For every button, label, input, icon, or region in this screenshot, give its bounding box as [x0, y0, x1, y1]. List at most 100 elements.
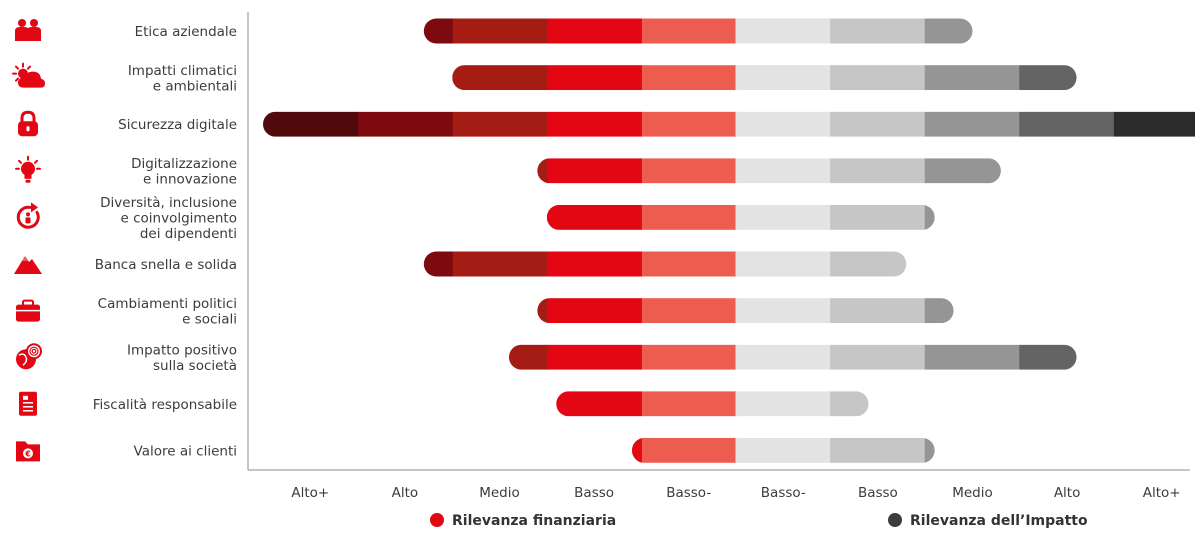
bar-segment-impact	[830, 65, 926, 91]
bar-segment-impact	[924, 65, 1020, 91]
bar-segment-impact	[735, 111, 831, 137]
legend-item: Rilevanza finanziaria	[430, 513, 616, 529]
people-icon	[15, 19, 41, 41]
bar-segment-impact	[735, 65, 831, 91]
bar-segment-impact	[1019, 65, 1077, 91]
category-labels: Etica aziendale Impatti climatici e ambien…	[93, 24, 237, 459]
briefcase-icon	[16, 299, 40, 322]
axes-layer	[247, 12, 1190, 471]
bar-segment-impact	[735, 158, 831, 184]
bar-segment-financial	[641, 298, 737, 324]
bar-segment-impact	[830, 251, 907, 277]
bar-segment-financial	[641, 111, 737, 137]
bar-segment-financial	[452, 111, 548, 137]
bar-segment-impact	[735, 437, 831, 463]
sun-cloud-icon	[12, 62, 45, 88]
bar-segment-financial	[641, 251, 737, 277]
bar-segment-impact	[924, 18, 973, 44]
bars-layer	[263, 18, 1195, 463]
bar-segment-impact	[830, 391, 869, 417]
x-tick-label: Medio	[479, 485, 520, 501]
x-axis-tick-labels: Alto+ Alto Medio Basso Basso- Basso- Basso Medi…	[291, 485, 1180, 501]
bar-row	[546, 204, 935, 230]
bar-segment-impact	[735, 344, 831, 370]
bar-segment-impact	[1113, 111, 1195, 137]
bar-segment-financial	[631, 437, 642, 463]
bar-segment-impact	[735, 18, 831, 44]
category-label: Banca snella e solida	[95, 257, 237, 273]
bar-segment-impact	[1019, 111, 1115, 137]
bar-segment-financial	[452, 251, 548, 277]
bar-segment-impact	[735, 204, 831, 230]
bar-segment-financial	[556, 391, 642, 417]
x-tick-label: Alto	[392, 485, 419, 501]
bar-segment-impact	[830, 344, 926, 370]
legend-label: Rilevanza finanziaria	[452, 513, 616, 529]
bar-row	[556, 391, 869, 417]
bar-segment-financial	[263, 111, 359, 137]
bar-segment-impact	[830, 204, 926, 230]
category-label: Impatto positivo sulla società	[127, 342, 237, 374]
x-tick-label: Alto	[1054, 485, 1081, 501]
bar-segment-financial	[641, 18, 737, 44]
bar-segment-financial	[537, 298, 548, 324]
category-label: Fiscalità responsabile	[93, 397, 237, 413]
bar-row	[263, 111, 1195, 137]
legend-item: Rilevanza dell’Impatto	[888, 513, 1088, 529]
bar-segment-impact	[830, 158, 926, 184]
lock-icon	[18, 110, 38, 137]
x-tick-label: Basso	[574, 485, 614, 501]
mountain-icon	[14, 256, 42, 274]
legend-marker	[888, 513, 902, 527]
category-label: Digitalizzazione e innovazione	[131, 156, 237, 188]
bar-segment-financial	[546, 344, 642, 370]
bar-segment-financial	[546, 158, 642, 184]
document-icon	[19, 391, 37, 416]
euro-folder-icon: €	[16, 441, 40, 462]
bar-segment-financial	[546, 298, 642, 324]
category-label: Impatti climatici e ambientali	[128, 63, 237, 95]
globe-fingerprint-icon	[16, 343, 42, 370]
bar-segment-impact	[830, 111, 926, 137]
bar-segment-financial	[452, 65, 548, 91]
bar-segment-financial	[546, 18, 642, 44]
bar-row	[537, 298, 954, 324]
x-tick-label: Medio	[952, 485, 993, 501]
bar-segment-financial	[641, 204, 737, 230]
bar-segment-financial	[546, 251, 642, 277]
bar-segment-financial	[423, 251, 453, 277]
bar-segment-impact	[924, 111, 1020, 137]
bar-segment-financial	[357, 111, 453, 137]
lightbulb-icon	[15, 155, 41, 183]
bar-segment-financial	[546, 204, 642, 230]
bar-segment-impact	[924, 437, 935, 463]
bar-segment-financial	[452, 18, 548, 44]
legend-marker	[430, 513, 444, 527]
bar-row	[508, 344, 1077, 370]
category-label: Etica aziendale	[135, 24, 237, 40]
legend-label: Rilevanza dell’Impatto	[910, 513, 1088, 529]
bar-segment-impact	[830, 298, 926, 324]
bar-segment-financial	[641, 158, 737, 184]
bar-segment-financial	[508, 344, 548, 370]
x-tick-label: Alto+	[291, 485, 329, 501]
bar-row	[423, 18, 973, 44]
bar-segment-impact	[735, 391, 831, 417]
bar-segment-impact	[924, 204, 935, 230]
x-tick-label: Alto+	[1143, 485, 1181, 501]
bar-segment-impact	[924, 158, 1001, 184]
bar-segment-impact	[735, 298, 831, 324]
bar-segment-financial	[641, 344, 737, 370]
bar-segment-impact	[1019, 344, 1077, 370]
bar-segment-impact	[735, 251, 831, 277]
category-icons: €	[12, 19, 45, 462]
bar-segment-financial	[537, 158, 548, 184]
svg-text:€: €	[24, 449, 31, 458]
legend: Rilevanza finanziaria Rilevanza dell’Impa…	[430, 513, 1088, 529]
category-label: Valore ai clienti	[134, 443, 237, 459]
bar-segment-impact	[924, 298, 954, 324]
bar-segment-impact	[830, 18, 926, 44]
bar-row	[537, 158, 1001, 184]
bar-segment-financial	[641, 65, 737, 91]
x-tick-label: Basso	[858, 485, 898, 501]
